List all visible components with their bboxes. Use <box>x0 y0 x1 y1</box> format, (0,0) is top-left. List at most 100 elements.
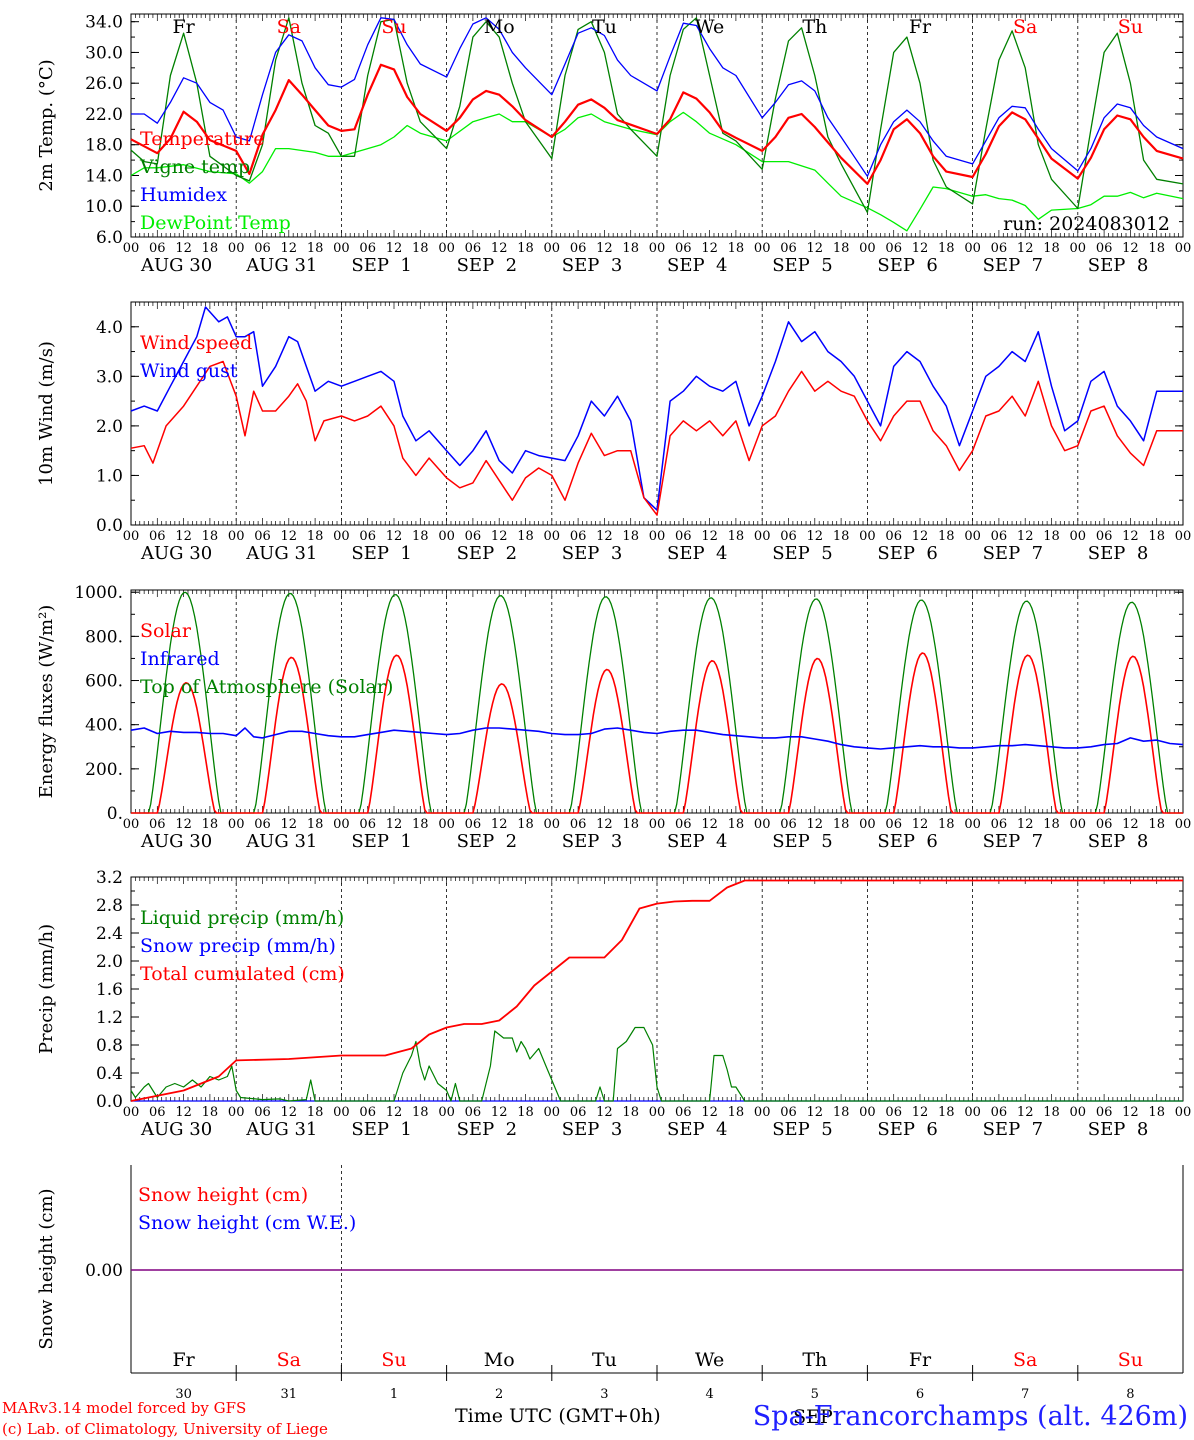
hour-tick-label: 00 <box>333 817 350 832</box>
hour-tick-label: 18 <box>622 529 639 544</box>
hour-tick-label: 00 <box>228 241 245 256</box>
y-axis-title: Snow height (cm) <box>36 1188 57 1349</box>
date-label: SEP 1 <box>351 255 411 276</box>
hour-tick-label: 12 <box>596 1105 613 1120</box>
series-line-humidex <box>131 17 1184 177</box>
hour-tick-label: 18 <box>622 241 639 256</box>
date-label: SEP 3 <box>562 831 622 852</box>
legend-entry: Liquid precip (mm/h) <box>140 907 344 929</box>
date-label: SEP 1 <box>351 831 411 852</box>
date-label: SEP 4 <box>667 543 727 564</box>
weekday-label: Tu <box>592 1349 617 1371</box>
weekday-label: Su <box>381 1349 406 1371</box>
hour-tick-label: 00 <box>1175 241 1192 256</box>
hour-tick-label: 12 <box>596 529 613 544</box>
weekday-label: Su <box>1118 1349 1143 1371</box>
hour-tick-label: 06 <box>675 529 692 544</box>
hour-tick-label: 12 <box>281 529 298 544</box>
hour-tick-label: 06 <box>675 241 692 256</box>
station-title: Spa-Francorchamps (alt. 426m) <box>753 1401 1188 1432</box>
hour-tick-label: 06 <box>254 529 271 544</box>
series-line-temperature <box>130 63 1184 185</box>
hour-tick-label: 06 <box>1096 1105 1113 1120</box>
weekday-label: We <box>695 16 724 38</box>
date-label: AUG 30 <box>140 831 212 852</box>
date-label: SEP 8 <box>1088 831 1148 852</box>
hour-tick-label: 06 <box>570 817 587 832</box>
hour-tick-label: 12 <box>807 817 824 832</box>
y-tick-label: 22.0 <box>85 105 123 125</box>
y-axis-title: Energy fluxes (W/m²) <box>36 605 57 799</box>
date-label: SEP 3 <box>562 1119 622 1140</box>
weekday-label: Mo <box>484 1349 515 1371</box>
y-tick-label: 0.0 <box>96 1092 123 1112</box>
hour-tick-label: 18 <box>938 241 955 256</box>
hour-tick-label: 12 <box>1122 529 1139 544</box>
date-label: SEP 7 <box>983 255 1043 276</box>
hour-tick-label: 00 <box>544 1105 561 1120</box>
legend-entry: Wind gust <box>140 360 238 382</box>
legend-entry: Vigne temp <box>139 156 250 178</box>
hour-tick-label: 00 <box>1070 1105 1087 1120</box>
hour-tick-label: 06 <box>465 241 482 256</box>
series-line-dewpoint-temp <box>130 111 1184 232</box>
date-label: SEP 3 <box>562 255 622 276</box>
hour-tick-label: 18 <box>517 817 534 832</box>
hour-tick-label: 00 <box>544 817 561 832</box>
date-label: AUG 30 <box>140 255 212 276</box>
hour-tick-label: 18 <box>307 1105 324 1120</box>
hour-tick-label: 12 <box>281 241 298 256</box>
date-label: SEP 8 <box>1088 1119 1148 1140</box>
plot-frame <box>130 589 1184 814</box>
date-label: SEP 1 <box>351 1119 411 1140</box>
hour-tick-label: 00 <box>649 817 666 832</box>
hour-tick-label: 06 <box>885 529 902 544</box>
hour-tick-label: 18 <box>1043 241 1060 256</box>
hour-tick-label: 00 <box>228 529 245 544</box>
hour-tick-label: 06 <box>359 1105 376 1120</box>
series-line-vigne-temp <box>130 17 1184 214</box>
y-tick-label: 14.0 <box>85 166 123 186</box>
y-tick-label: 400. <box>85 716 123 736</box>
hour-tick-label: 12 <box>175 529 192 544</box>
y-tick-label: 10.0 <box>85 197 123 217</box>
hour-tick-label: 06 <box>991 1105 1008 1120</box>
weekday-label: Sa <box>277 1349 301 1371</box>
hour-tick-label: 06 <box>359 817 376 832</box>
hour-tick-label: 06 <box>149 817 166 832</box>
date-label: AUG 31 <box>245 255 317 276</box>
series-line-wind-gust <box>130 306 1183 511</box>
hour-tick-label: 18 <box>833 817 850 832</box>
date-label: SEP 6 <box>877 831 937 852</box>
hour-tick-label: 00 <box>333 1105 350 1120</box>
panel-snow: 0.00 Snow height (cm) Snow height (cm) Snow… <box>36 1165 1184 1428</box>
series-line-toa-solar <box>131 591 1183 814</box>
date-label: SEP 6 <box>877 543 937 564</box>
hour-tick-label: 12 <box>807 1105 824 1120</box>
hour-tick-label: 06 <box>780 529 797 544</box>
run-label: run: 2024083012 <box>1003 213 1170 235</box>
hour-tick-label: 18 <box>1148 1105 1165 1120</box>
day-number-label: 6 <box>916 1387 924 1402</box>
hour-tick-label: 00 <box>1175 529 1192 544</box>
date-label: SEP 2 <box>457 255 517 276</box>
hour-tick-label: 06 <box>359 529 376 544</box>
hour-tick-label: 18 <box>1043 817 1060 832</box>
weekday-label: We <box>695 1349 724 1371</box>
hour-tick-label: 00 <box>859 241 876 256</box>
hour-tick-label: 06 <box>780 1105 797 1120</box>
y-axis-title: Precip (mm/h) <box>36 924 57 1054</box>
hour-tick-label: 00 <box>123 817 140 832</box>
y-tick-label: 34.0 <box>85 13 123 33</box>
hour-tick-label: 12 <box>1017 241 1034 256</box>
date-label: SEP 6 <box>877 1119 937 1140</box>
hour-tick-label: 06 <box>149 529 166 544</box>
y-tick-label: 200. <box>85 760 123 780</box>
hour-tick-label: 00 <box>333 241 350 256</box>
hour-tick-label: 06 <box>780 817 797 832</box>
hour-tick-label: 06 <box>570 1105 587 1120</box>
day-number-label: 30 <box>175 1387 192 1402</box>
station-name: Spa-Francorchamps (alt. 426m) <box>752 1401 1188 1432</box>
weekday-label: Tu <box>592 16 617 38</box>
legend-entry: Total cumulated (cm) <box>140 963 345 985</box>
